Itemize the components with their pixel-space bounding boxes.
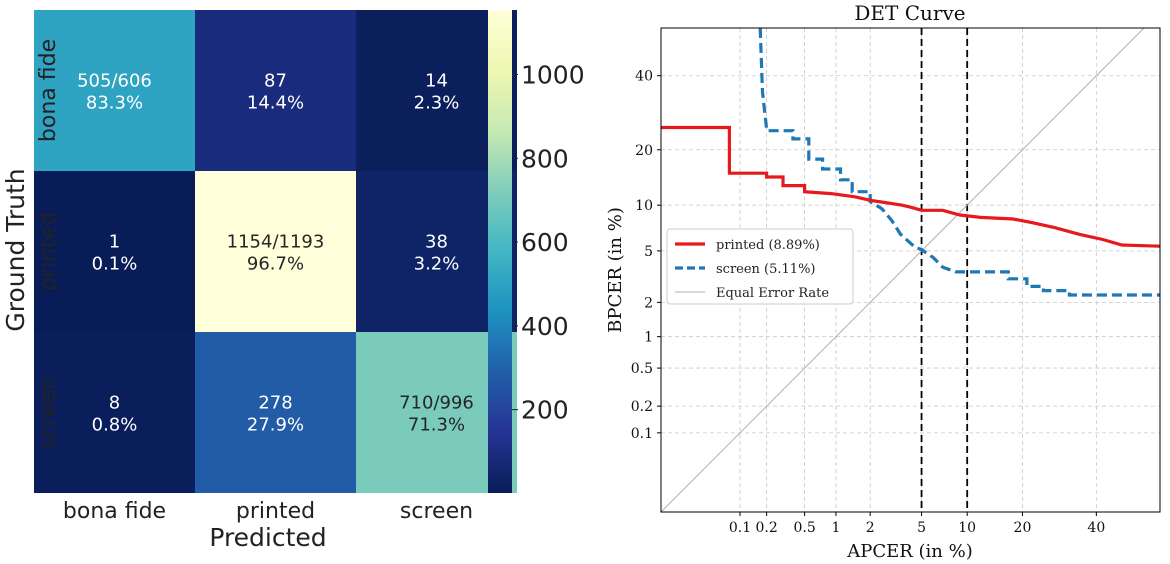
heatmap-cell-percent: 71.3%	[408, 415, 465, 436]
heatmap-y-axis-label: Ground Truth	[1, 168, 30, 331]
heatmap-cell-count: 38	[425, 232, 448, 253]
heatmap-cell	[195, 10, 356, 171]
heatmap-cell-count: 505/606	[77, 71, 152, 92]
colorbar-tick-label: 200	[521, 396, 569, 425]
heatmap-cell-count: 14	[425, 71, 448, 92]
det-y-ticks: 0.1 0.2 0.5 1 2 5 10 20 40	[631, 69, 661, 442]
heatmap-cell-percent: 14.4%	[247, 93, 304, 114]
det-vlines	[920, 28, 969, 512]
det-y-tick-label: 40	[635, 69, 653, 85]
heatmap-cell-count: 278	[258, 393, 292, 414]
heatmap-cell-count: 8	[109, 393, 120, 414]
det-series-line	[758, 28, 1160, 297]
colorbar-tick-label: 800	[521, 144, 569, 173]
colorbar-tick-label: 400	[521, 312, 569, 341]
legend-label-eer: Equal Error Rate	[716, 286, 829, 301]
det-legend: printed (8.89%) screen (5.11%) Equal Err…	[666, 228, 854, 305]
legend-box	[666, 228, 854, 305]
legend-label-screen: screen (5.11%)	[716, 262, 816, 277]
heatmap-cell-percent: 0.1%	[92, 254, 138, 275]
legend-label-printed: printed (8.89%)	[716, 238, 820, 253]
heatmap-cell-percent: 3.2%	[414, 254, 460, 275]
colorbar-ticks: 200 400 600 800 1000	[512, 61, 585, 425]
heatmap-y-tick: bona fide	[36, 39, 61, 142]
det-series-line	[661, 28, 1145, 512]
heatmap-y-tick: screen	[36, 376, 61, 449]
det-x-tick-label: 0.1	[729, 520, 751, 536]
heatmap-cell-count: 1	[109, 232, 120, 253]
heatmap-cell	[195, 171, 356, 332]
det-y-tick-label: 0.5	[631, 361, 653, 377]
colorbar	[488, 10, 512, 493]
det-x-tick-label: 40	[1087, 520, 1105, 536]
det-y-tick-label: 5	[644, 244, 653, 260]
det-x-tick-label: 20	[1014, 520, 1032, 536]
det-y-axis-label: BPCER (in %)	[605, 207, 626, 333]
colorbar-tick-label: 600	[521, 228, 569, 257]
heatmap-cell	[195, 332, 356, 493]
heatmap-cell-count: 87	[264, 71, 287, 92]
heatmap-cell-percent: 2.3%	[414, 93, 460, 114]
det-x-tick-label: 5	[917, 520, 926, 536]
det-y-tick-label: 2	[644, 295, 653, 311]
heatmap-cell-percent: 96.7%	[247, 254, 304, 275]
det-x-tick-label: 10	[958, 520, 976, 536]
heatmap-cell-percent: 0.8%	[92, 415, 138, 436]
det-x-tick-label: 0.2	[755, 520, 777, 536]
heatmap-cell	[34, 332, 195, 493]
det-series-line	[661, 125, 1160, 248]
det-y-tick-label: 1	[644, 330, 653, 346]
heatmap-cell-percent: 27.9%	[247, 415, 304, 436]
det-series	[661, 28, 1160, 512]
det-y-tick-label: 10	[635, 198, 653, 214]
heatmap-x-tick: bona fide	[63, 499, 166, 524]
det-y-tick-label: 0.2	[631, 399, 653, 415]
heatmap-cell	[34, 10, 195, 171]
heatmap-x-tick: screen	[400, 499, 473, 524]
heatmap-cell-count: 1154/1193	[227, 232, 325, 253]
colorbar-tick-label: 1000	[521, 61, 585, 90]
det-x-tick-label: 0.5	[793, 520, 815, 536]
heatmap-x-axis-label: Predicted	[209, 523, 326, 552]
det-x-tick-label: 2	[866, 520, 875, 536]
heatmap-cell	[34, 171, 195, 332]
heatmap-cell-count: 710/996	[399, 393, 474, 414]
det-y-tick-label: 0.1	[631, 426, 653, 442]
heatmap-cell-percent: 83.3%	[86, 93, 143, 114]
heatmap-y-tick: printed	[36, 212, 61, 291]
heatmap-x-tick: printed	[236, 499, 315, 524]
det-title: DET Curve	[854, 1, 965, 25]
det-plot-frame	[660, 27, 1161, 513]
det-x-ticks: 0.1 0.2 0.5 1 2 5 10 20 40	[729, 512, 1105, 536]
det-y-tick-label: 20	[635, 143, 653, 159]
det-x-tick-label: 1	[831, 520, 840, 536]
det-x-axis-label: APCER (in %)	[846, 541, 973, 562]
